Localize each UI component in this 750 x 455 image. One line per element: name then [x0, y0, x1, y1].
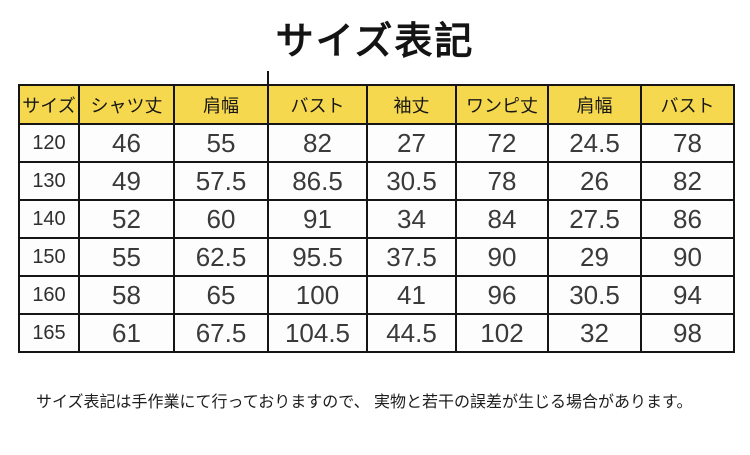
cell-shirt-length: 55	[78, 237, 175, 277]
cell-size: 130	[18, 161, 80, 201]
cell-sleeve-length: 30.5	[366, 161, 457, 201]
cell-bust: 82	[267, 123, 368, 163]
cell-shirt-length: 58	[78, 275, 175, 315]
cell-shoulder-width-2: 30.5	[547, 275, 642, 315]
cell-dress-length: 72	[455, 123, 549, 163]
table-row-120: 120 46 55 82 27 72 24.5 78	[18, 123, 735, 163]
cell-bust-2: 94	[640, 275, 735, 315]
cell-shoulder-width-2: 27.5	[547, 199, 642, 239]
column-header-dress-length: ワンピ丈	[455, 84, 549, 125]
cell-shoulder-width-2: 24.5	[547, 123, 642, 163]
cell-shoulder-width: 55	[173, 123, 269, 163]
cell-size: 165	[18, 313, 80, 353]
table-row-160: 160 58 65 100 41 96 30.5 94	[18, 275, 735, 315]
cell-size: 160	[18, 275, 80, 315]
cell-shoulder-width: 60	[173, 199, 269, 239]
cell-bust: 104.5	[267, 313, 368, 353]
cell-size: 120	[18, 123, 80, 163]
page-title: サイズ表記	[275, 21, 475, 63]
column-header-sleeve-length: 袖丈	[366, 84, 457, 125]
column-header-shoulder-width-2: 肩幅	[547, 84, 642, 125]
cell-shoulder-width-2: 29	[547, 237, 642, 277]
cell-sleeve-length: 44.5	[366, 313, 457, 353]
cell-sleeve-length: 41	[366, 275, 457, 315]
column-header-shirt-length: シャツ丈	[78, 84, 175, 125]
cell-sleeve-length: 34	[366, 199, 457, 239]
scan-artifact-tick	[267, 71, 269, 85]
cell-sleeve-length: 37.5	[366, 237, 457, 277]
cell-size: 140	[18, 199, 80, 239]
footer-note: サイズ表記は手作業にて行っておりますので、 実物と若干の誤差が生じる場合がありま…	[36, 394, 693, 411]
cell-shirt-length: 61	[78, 313, 175, 353]
cell-dress-length: 84	[455, 199, 549, 239]
cell-dress-length: 78	[455, 161, 549, 201]
cell-bust-2: 86	[640, 199, 735, 239]
cell-bust: 86.5	[267, 161, 368, 201]
cell-shoulder-width: 65	[173, 275, 269, 315]
column-header-bust: バスト	[267, 84, 368, 125]
cell-bust-2: 98	[640, 313, 735, 353]
cell-dress-length: 90	[455, 237, 549, 277]
cell-dress-length: 102	[455, 313, 549, 353]
cell-bust: 91	[267, 199, 368, 239]
cell-bust-2: 90	[640, 237, 735, 277]
table-row-140: 140 52 60 91 34 84 27.5 86	[18, 199, 735, 239]
column-header-shoulder-width: 肩幅	[173, 84, 269, 125]
cell-shoulder-width-2: 26	[547, 161, 642, 201]
cell-shirt-length: 49	[78, 161, 175, 201]
size-chart-table: サイズ シャツ丈 肩幅 バスト 袖丈 ワンピ丈 肩幅 バスト 120 46 55…	[18, 84, 735, 353]
cell-shoulder-width: 57.5	[173, 161, 269, 201]
cell-shoulder-width-2: 32	[547, 313, 642, 353]
table-row-165: 165 61 67.5 104.5 44.5 102 32 98	[18, 313, 735, 353]
cell-bust-2: 78	[640, 123, 735, 163]
cell-shoulder-width: 67.5	[173, 313, 269, 353]
cell-shoulder-width: 62.5	[173, 237, 269, 277]
cell-shirt-length: 46	[78, 123, 175, 163]
cell-dress-length: 96	[455, 275, 549, 315]
cell-bust: 100	[267, 275, 368, 315]
column-header-size: サイズ	[18, 84, 80, 125]
cell-bust-2: 82	[640, 161, 735, 201]
table-row-150: 150 55 62.5 95.5 37.5 90 29 90	[18, 237, 735, 277]
cell-bust: 95.5	[267, 237, 368, 277]
cell-sleeve-length: 27	[366, 123, 457, 163]
table-row-130: 130 49 57.5 86.5 30.5 78 26 82	[18, 161, 735, 201]
cell-size: 150	[18, 237, 80, 277]
cell-shirt-length: 52	[78, 199, 175, 239]
header-row: サイズ シャツ丈 肩幅 バスト 袖丈 ワンピ丈 肩幅 バスト	[18, 84, 735, 125]
column-header-bust-2: バスト	[640, 84, 735, 125]
